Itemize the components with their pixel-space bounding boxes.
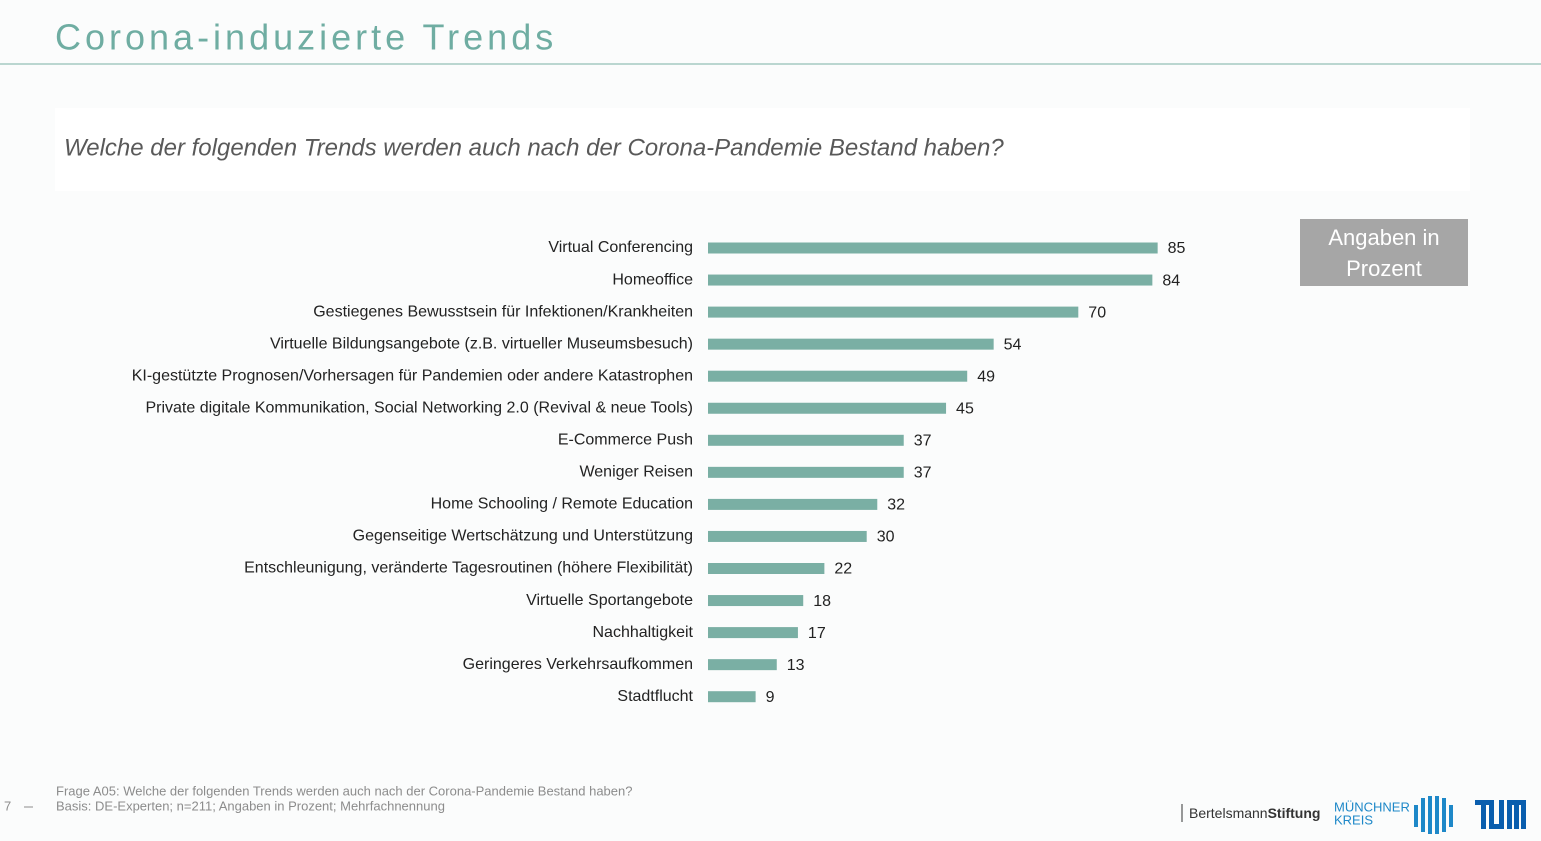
category-label: KI-gestützte Prognosen/Vorhersagen für P… bbox=[132, 367, 693, 384]
category-label: Weniger Reisen bbox=[579, 464, 693, 481]
value-label: 30 bbox=[877, 529, 895, 546]
bar bbox=[708, 466, 904, 478]
value-label: 54 bbox=[1004, 336, 1022, 353]
bar bbox=[708, 563, 825, 574]
footnote: Frage A05: Welche der folgenden Trends w… bbox=[56, 783, 632, 798]
category-label: Homeoffice bbox=[612, 271, 693, 288]
bar bbox=[708, 338, 994, 350]
category-label: Home Schooling / Remote Education bbox=[431, 496, 693, 513]
value-label: 9 bbox=[766, 689, 775, 706]
value-label: 13 bbox=[787, 657, 805, 674]
category-label: Virtuelle Sportangebote bbox=[526, 592, 693, 609]
value-label: 70 bbox=[1088, 304, 1106, 321]
logo-text: MÜNCHNER bbox=[1334, 799, 1410, 814]
category-label: E-Commerce Push bbox=[558, 432, 693, 449]
bar bbox=[708, 627, 798, 639]
bar bbox=[708, 370, 968, 382]
value-label: 37 bbox=[914, 465, 932, 482]
logo-text: BertelsmannStiftung bbox=[1189, 805, 1320, 821]
value-label: 85 bbox=[1168, 240, 1186, 257]
category-label: Private digitale Kommunikation, Social N… bbox=[145, 399, 693, 416]
chart-subtitle: Welche der folgenden Trends werden auch … bbox=[64, 134, 1004, 161]
logo-text: Bertelsmann bbox=[1189, 805, 1268, 821]
logo-text: Stiftung bbox=[1268, 805, 1321, 821]
bar bbox=[708, 274, 1153, 286]
value-label: 22 bbox=[834, 561, 852, 578]
value-label: 84 bbox=[1162, 272, 1180, 289]
bar bbox=[708, 434, 904, 446]
value-label: 45 bbox=[956, 400, 974, 417]
footnote: Basis: DE-Experten; n=211; Angaben in Pr… bbox=[56, 798, 445, 813]
logo-text: KREIS bbox=[1334, 812, 1373, 827]
bar bbox=[708, 595, 804, 607]
logo-mark bbox=[1414, 796, 1453, 834]
bar bbox=[708, 306, 1079, 318]
category-label: Entschleunigung, veränderte Tagesroutine… bbox=[244, 560, 693, 577]
category-label: Virtual Conferencing bbox=[548, 239, 693, 256]
bar bbox=[708, 498, 878, 510]
category-label: Stadtflucht bbox=[617, 688, 693, 705]
value-label: 17 bbox=[808, 625, 826, 642]
bar bbox=[708, 402, 947, 414]
page-number: 7 bbox=[4, 798, 11, 813]
logo-tum bbox=[1475, 800, 1526, 829]
bar bbox=[708, 691, 756, 703]
value-label: 18 bbox=[813, 593, 831, 610]
bar bbox=[708, 242, 1158, 254]
bar bbox=[708, 530, 867, 542]
category-label: Nachhaltigkeit bbox=[593, 624, 694, 641]
question-box bbox=[55, 108, 1470, 191]
chart-title: Corona-induzierte Trends bbox=[55, 17, 557, 58]
value-label: 37 bbox=[914, 433, 932, 450]
category-label: Gestiegenes Bewusstsein für Infektionen/… bbox=[313, 303, 693, 320]
category-label: Virtuelle Bildungsangebote (z.B. virtuel… bbox=[270, 335, 693, 352]
value-label: 49 bbox=[977, 368, 995, 385]
bar bbox=[708, 659, 777, 671]
category-label: Geringeres Verkehrsaufkommen bbox=[463, 656, 693, 673]
value-label: 32 bbox=[887, 497, 905, 514]
unit-note: Angaben in Prozent bbox=[1300, 219, 1468, 286]
category-label: Gegenseitige Wertschätzung und Unterstüt… bbox=[353, 528, 693, 545]
